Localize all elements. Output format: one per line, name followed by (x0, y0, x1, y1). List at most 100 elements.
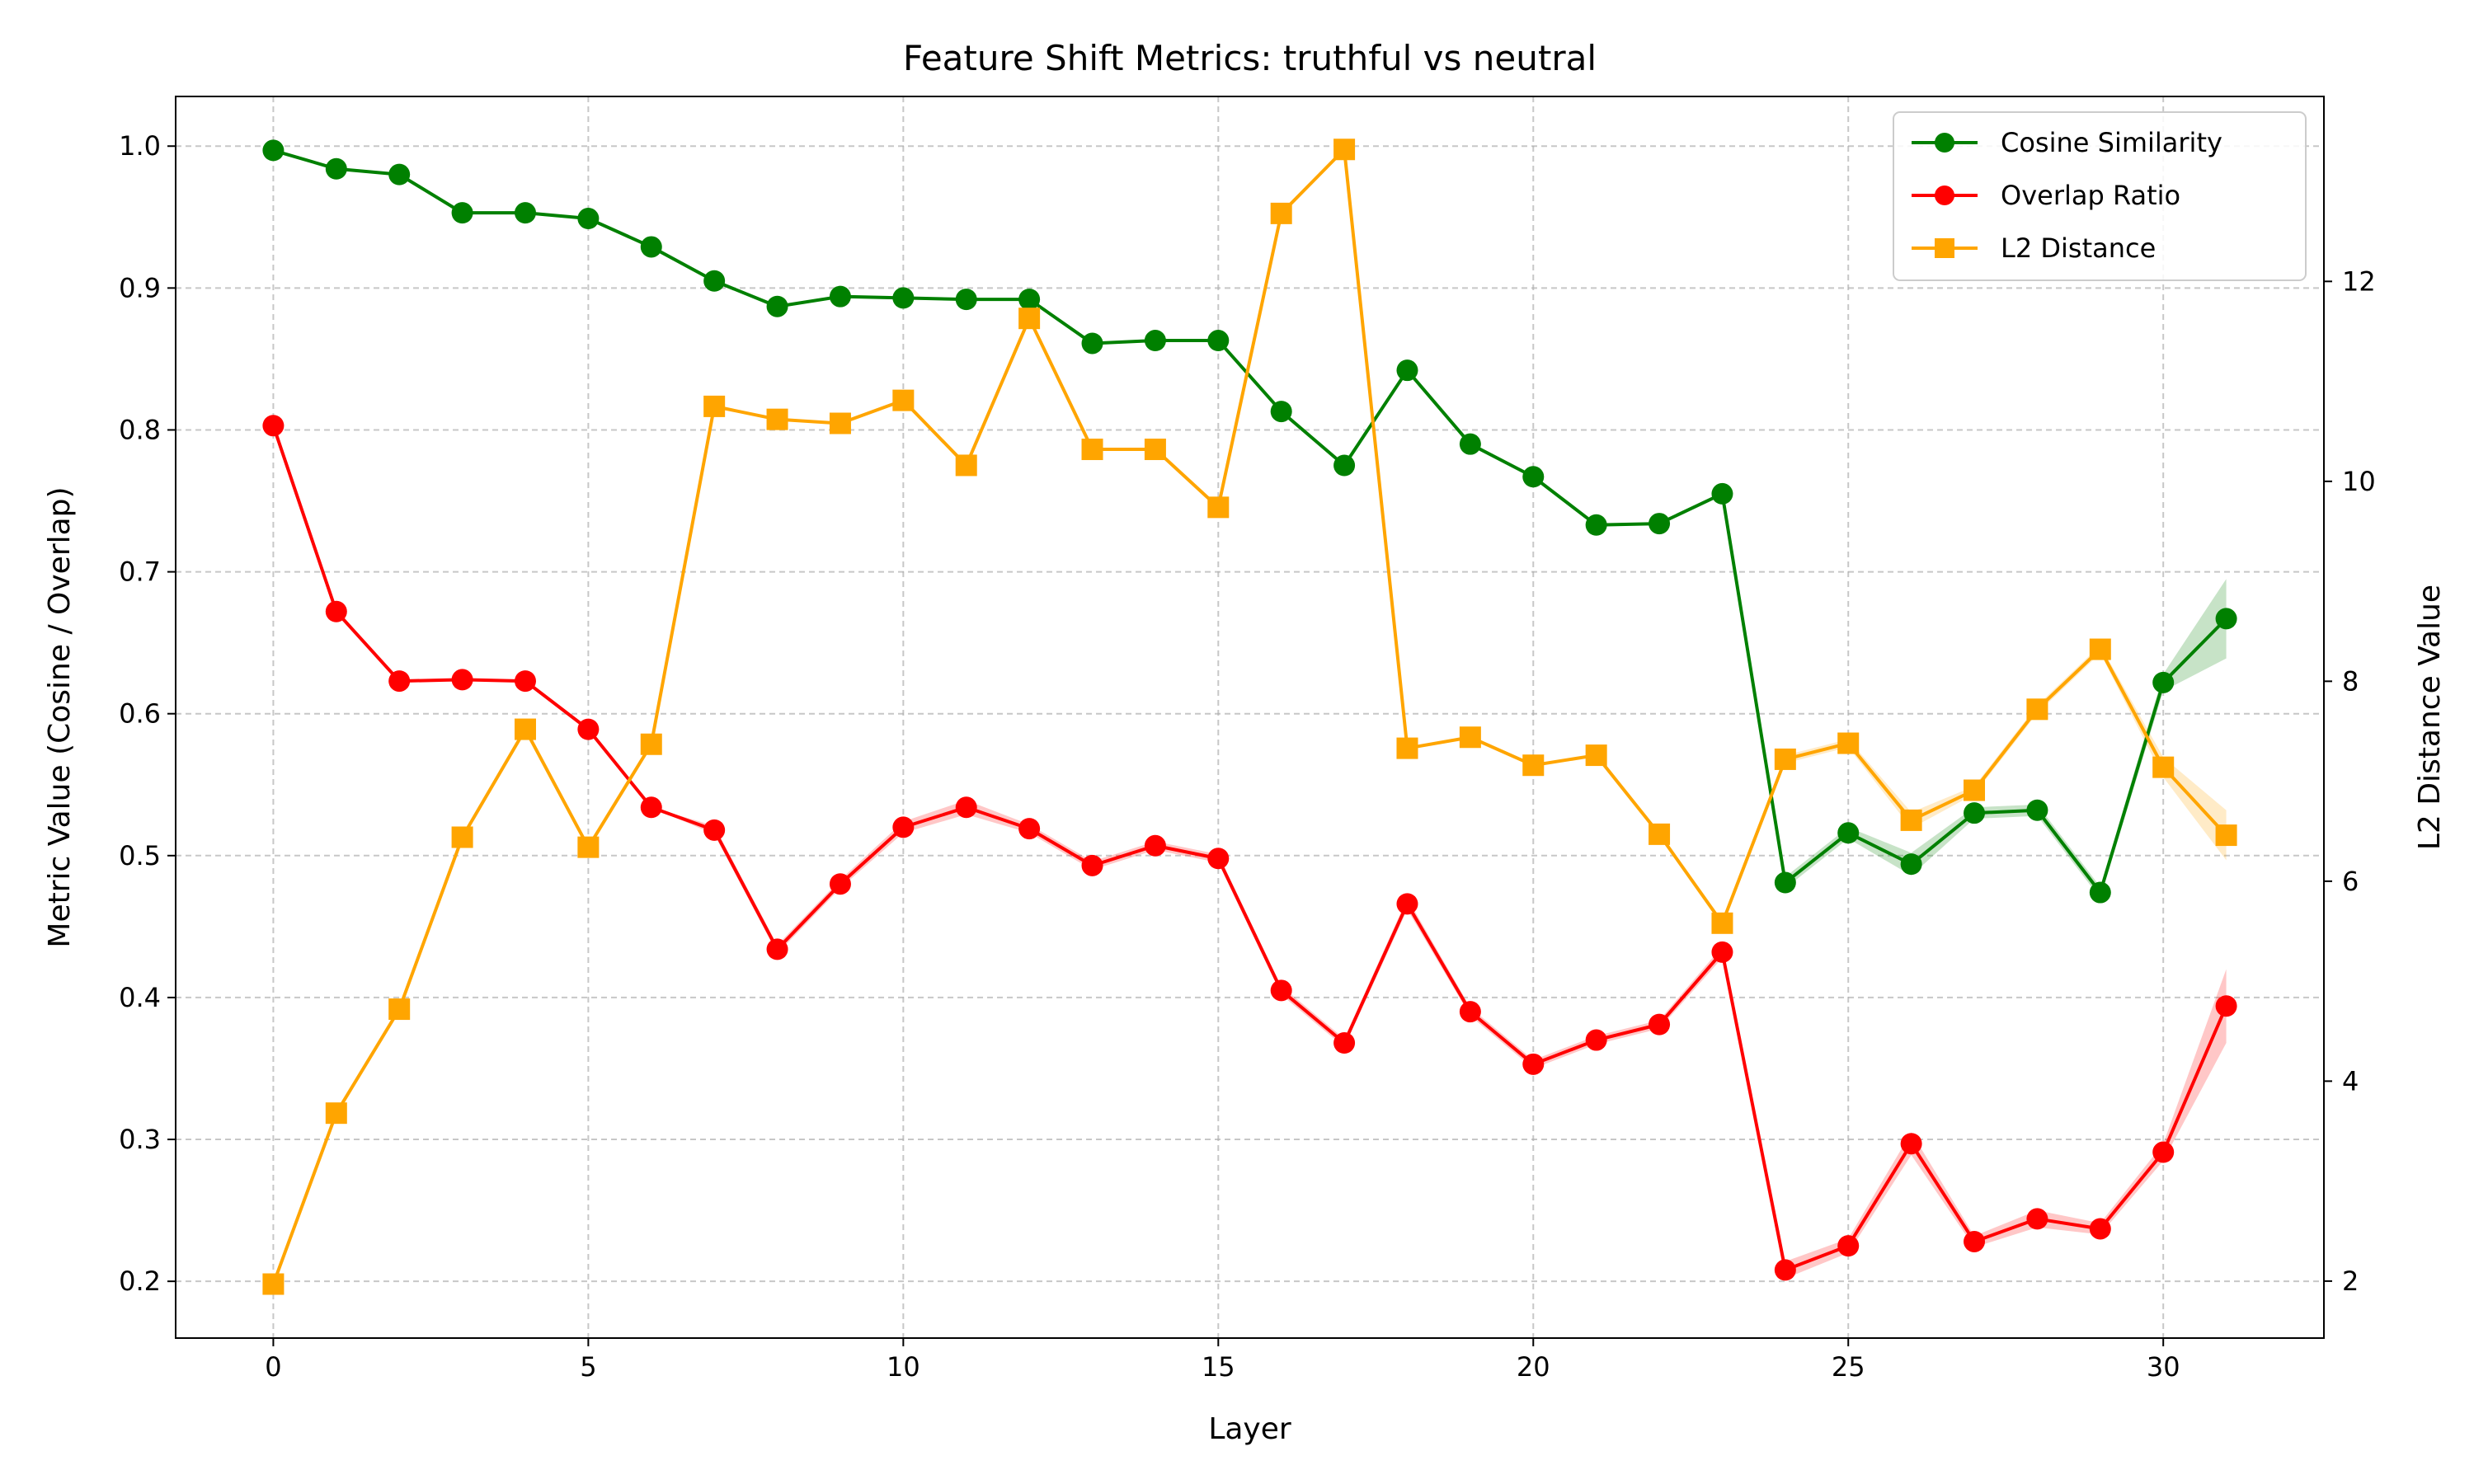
y-tick-label: 0.4 (119, 982, 161, 1013)
overlap-ratio-point (1396, 893, 1418, 915)
series-lines (271, 148, 2228, 1285)
cosine-similarity-point (1711, 482, 1733, 505)
y-tick-label: 0.3 (119, 1124, 161, 1155)
l2-distance-point (1774, 748, 1796, 770)
l2-distance-point (640, 733, 662, 755)
overlap-ratio-point (1459, 1001, 1481, 1023)
cosine-similarity-point (1018, 289, 1041, 311)
cosine-similarity-point (1585, 514, 1607, 536)
series-markers (262, 139, 2237, 1295)
l2-distance-point (262, 1273, 285, 1295)
legend-marker-overlap-ratio (1935, 186, 1954, 205)
axis-ticks: 0 5 10 15 20 25 30 0.2 0.3 0.4 0.5 0.6 0.7 0.8 0.9 1.0 2… (119, 130, 2376, 1383)
l2-distance-line (271, 148, 2228, 1285)
x-tick-label: 0 (265, 1351, 281, 1383)
cosine-similarity-point (2152, 671, 2175, 693)
y-tick-label: 0.7 (119, 556, 161, 588)
cosine-similarity-point (892, 287, 915, 309)
overlap-ratio-point (829, 873, 851, 895)
cosine-similarity-point (1207, 330, 1230, 352)
overlap-ratio-point (1711, 941, 1733, 963)
x-axis-label: Layer (1208, 1412, 1291, 1446)
x-tick-label: 20 (1517, 1351, 1550, 1383)
cosine-similarity-point (766, 295, 788, 317)
x-tick-label: 10 (887, 1351, 920, 1383)
overlap-ratio-point (2026, 1208, 2048, 1230)
l2-distance-point (892, 389, 915, 411)
cosine-similarity-point (955, 289, 977, 311)
overlap-ratio-point (1649, 1013, 1671, 1036)
cosine-similarity-point (2089, 881, 2111, 904)
legend-label-overlap-ratio: Overlap Ratio (2001, 180, 2180, 211)
legend: Cosine Similarity Overlap Ratio L2 Distanc… (1893, 111, 2307, 281)
l2-distance-point (514, 718, 536, 740)
l2-distance-point (1459, 726, 1481, 749)
overlap-ratio-line (271, 425, 2228, 1272)
l2-distance-point (829, 412, 851, 434)
overlap-ratio-point (1333, 1032, 1356, 1054)
cosine-similarity-point (1459, 433, 1481, 455)
overlap-ratio-point (2089, 1218, 2111, 1240)
y-tick-label: 0.2 (119, 1266, 161, 1297)
l2-distance-point (955, 454, 977, 477)
cosine-similarity-point (703, 270, 726, 292)
y2-tick-label: 6 (2342, 866, 2359, 897)
plot-frame (175, 96, 2325, 1339)
cosine-similarity-point (1964, 802, 1986, 824)
l2-distance-point (388, 998, 411, 1021)
l2-distance-point (1270, 202, 1292, 224)
overlap-ratio-point (1270, 979, 1292, 1002)
cosine-similarity-point (829, 285, 851, 308)
cosine-similarity-point (1837, 822, 1860, 844)
y-tick-label: 1.0 (119, 130, 161, 162)
l2-distance-point (1207, 496, 1230, 519)
cosine-similarity-point (577, 208, 600, 230)
overlap-ratio-point (2152, 1141, 2175, 1163)
l2-distance-point (703, 395, 726, 417)
l2-distance-point (1018, 308, 1041, 330)
cosine-similarity-point (1081, 332, 1103, 355)
overlap-ratio-point (1207, 848, 1230, 870)
overlap-ratio-point (703, 819, 726, 841)
l2-distance-point (577, 836, 600, 858)
x-tick-label: 25 (1832, 1351, 1865, 1383)
overlap-ratio-point (262, 415, 285, 437)
legend-marker-cosine-similarity (1935, 133, 1954, 153)
chart-title: Feature Shift Metrics: truthful vs neutr… (903, 38, 1597, 78)
l2-distance-point (325, 1102, 347, 1125)
cosine-similarity-point (1270, 401, 1292, 423)
overlap-ratio-point (955, 796, 977, 819)
y2-tick-label: 8 (2342, 665, 2359, 697)
cosine-similarity-point (2215, 608, 2237, 630)
l2-distance-point (1081, 439, 1103, 461)
cosine-similarity-point (1649, 513, 1671, 535)
overlap-ratio-point (1774, 1259, 1796, 1281)
overlap-ratio-point (1900, 1133, 1922, 1155)
overlap-ratio-point (1081, 854, 1103, 876)
overlap-ratio-point (892, 816, 915, 838)
overlap-ratio-point (1964, 1230, 1986, 1252)
overlap-ratio-point (1144, 834, 1166, 857)
l2-distance-point (2215, 824, 2237, 847)
l2-distance-point (1144, 439, 1166, 461)
overlap-ratio-point (2215, 995, 2237, 1017)
cosine-similarity-point (451, 202, 473, 224)
l2-distance-point (1964, 779, 1986, 801)
grid (176, 96, 2324, 1338)
cosine-similarity-point (2026, 799, 2048, 821)
cosine-similarity-point (388, 163, 411, 186)
cosine-similarity-point (1522, 466, 1545, 488)
x-tick-label: 30 (2147, 1351, 2180, 1383)
l2-distance-point (1585, 744, 1607, 767)
y-tick-label: 0.8 (119, 414, 161, 445)
overlap-ratio-point (577, 718, 600, 740)
cosine-similarity-point (514, 202, 536, 224)
y-tick-label: 0.5 (119, 840, 161, 871)
overlap-ratio-point (1522, 1053, 1545, 1075)
cosine-similarity-point (325, 157, 347, 180)
overlap-ratio-point (1837, 1235, 1860, 1257)
l2-distance-point (1522, 754, 1545, 777)
l2-distance-point (2089, 638, 2111, 660)
l2-distance-point (1900, 809, 1922, 831)
